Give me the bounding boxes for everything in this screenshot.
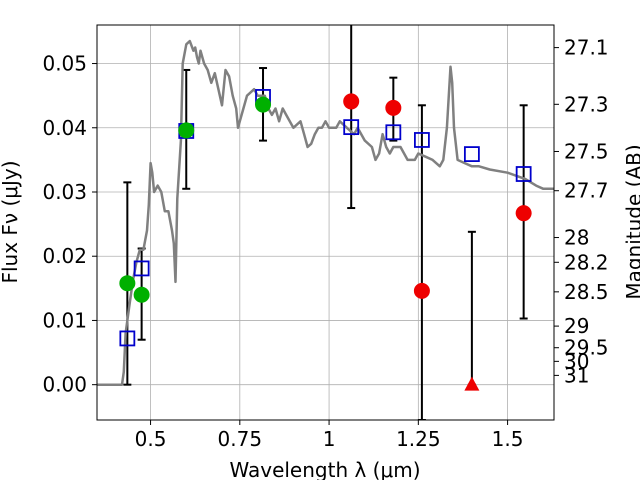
upper-limit-triangle bbox=[464, 376, 480, 391]
y-tick-label: 0.03 bbox=[42, 180, 87, 204]
plot-area bbox=[97, 25, 554, 420]
plot-frame bbox=[96, 24, 555, 421]
observed-flux-point bbox=[133, 286, 150, 303]
y2-tick-label: 31 bbox=[564, 363, 589, 387]
observed-flux-point bbox=[515, 205, 532, 222]
model-flux-square bbox=[343, 119, 360, 136]
y-tick-label: 0.00 bbox=[42, 373, 87, 397]
grid-lines bbox=[97, 25, 554, 420]
y-axis-label: Flux Fν (μJy) bbox=[0, 160, 22, 283]
model-flux-square bbox=[413, 132, 430, 148]
x-tick-label: 1.25 bbox=[396, 427, 441, 451]
y2-axis-label: Magnitude (AB) bbox=[622, 144, 640, 299]
y-tick-label: 0.04 bbox=[42, 116, 87, 140]
x-tick-label: 0.5 bbox=[135, 427, 167, 451]
model-flux-square bbox=[133, 260, 150, 277]
axes: 0.5 0.75 1 1.25 1.5 0.00 0.01 0.02 0.03 0.04 0.05 2… bbox=[42, 36, 608, 451]
y-tick-label: 0.05 bbox=[42, 52, 87, 76]
y2-tick-label: 27.3 bbox=[564, 92, 609, 116]
x-tick-label: 0.75 bbox=[218, 427, 263, 451]
observed-flux-point bbox=[385, 99, 402, 116]
y2-tick-label: 30 bbox=[564, 349, 589, 373]
x-tick-label: 1 bbox=[323, 427, 336, 451]
y-tick-label: 0.02 bbox=[42, 244, 87, 268]
y2-tick-label: 29.5 bbox=[564, 336, 609, 360]
model-flux-square bbox=[463, 146, 480, 162]
observed-flux-point bbox=[413, 282, 430, 299]
observed-flux-point bbox=[343, 93, 360, 110]
y-tick-label: 0.01 bbox=[42, 308, 87, 332]
y2-tick-label: 27.7 bbox=[564, 179, 609, 203]
y2-tick-label: 28.2 bbox=[564, 250, 609, 274]
x-axis-label: Wavelength λ (μm) bbox=[229, 458, 420, 480]
y2-tick-label: 27.5 bbox=[564, 139, 609, 163]
observed-flux-point bbox=[178, 122, 195, 139]
observed-flux-point bbox=[119, 275, 136, 292]
observed-flux-point bbox=[255, 96, 272, 113]
y2-tick-label: 27.1 bbox=[564, 36, 609, 60]
model-flux-square bbox=[385, 124, 402, 141]
x-tick-label: 1.5 bbox=[492, 427, 524, 451]
model-flux-square bbox=[119, 330, 136, 347]
y2-tick-label: 28.5 bbox=[564, 280, 609, 304]
model-flux-square bbox=[515, 166, 532, 182]
y2-tick-label: 29 bbox=[564, 314, 589, 338]
y2-tick-label: 28 bbox=[564, 226, 589, 250]
spectrum-line bbox=[97, 39, 554, 386]
